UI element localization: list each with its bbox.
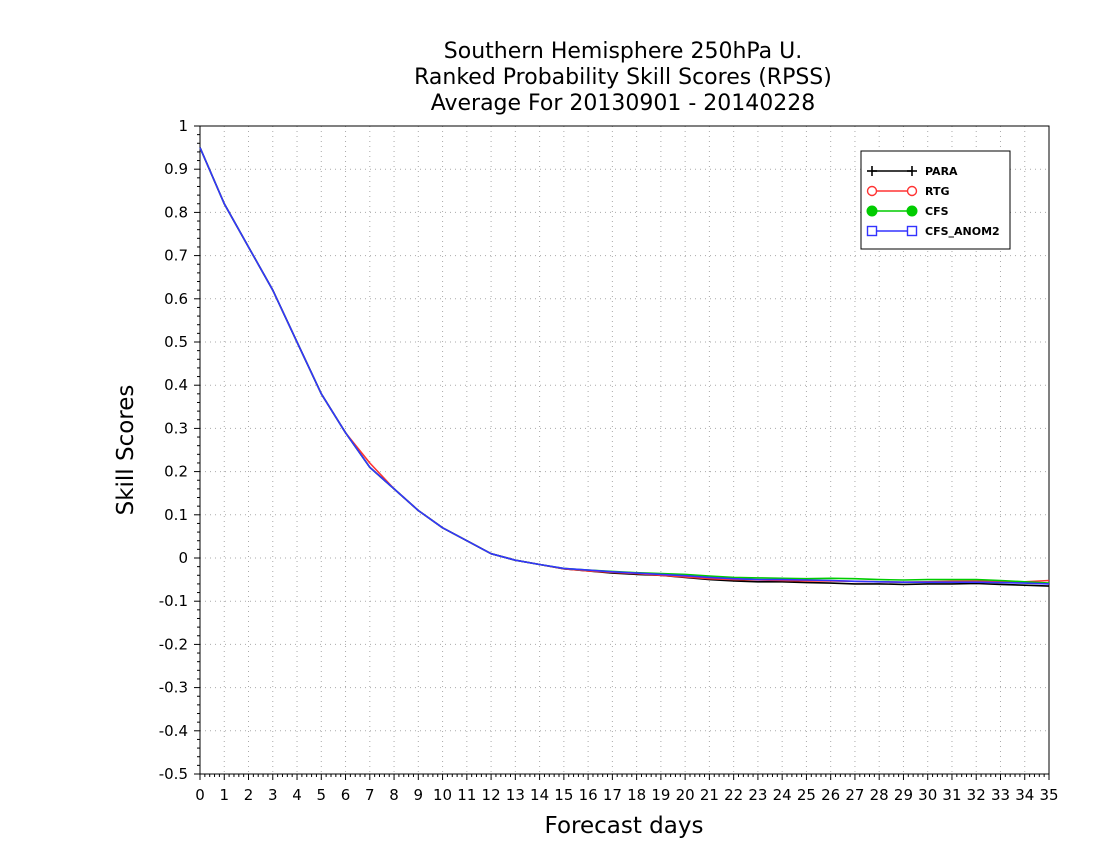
- x-tick-label: 2: [244, 786, 254, 804]
- title-line-2: Ranked Probability Skill Scores (RPSS): [414, 65, 832, 90]
- x-tick-label: 0: [195, 786, 205, 804]
- y-tick-label: 0.4: [164, 376, 188, 394]
- legend-marker-cfs-anom2: [866, 225, 878, 237]
- x-tick-label: 8: [389, 786, 399, 804]
- x-tick-label: 24: [773, 786, 792, 804]
- chart-title: Southern Hemisphere 250hPa U. Ranked Pro…: [414, 39, 832, 116]
- series-lines: [199, 147, 1050, 587]
- x-tick-label: 28: [870, 786, 889, 804]
- x-tick-label: 6: [341, 786, 351, 804]
- legend-label-para: PARA: [925, 165, 958, 178]
- x-tick-label: 14: [530, 786, 549, 804]
- y-tick-label: 0.1: [164, 506, 188, 524]
- y-axis-title: Skill Scores: [113, 385, 139, 516]
- y-tick-label: 0.7: [164, 247, 188, 265]
- legend-marker-cfs: [906, 205, 918, 217]
- y-axis: 1 0.9 0.8 0.7 0.6 0.5 0.4 0.3 0.2 0.1 0 -0.1 -0.2 -0.…: [159, 117, 200, 783]
- x-axis-title: Forecast days: [545, 813, 704, 839]
- x-tick-label: 27: [845, 786, 864, 804]
- y-tick-label: 0: [178, 549, 188, 567]
- y-tick-label: -0.5: [159, 765, 188, 783]
- x-tick-label: 26: [821, 786, 840, 804]
- y-tick-label: 0.9: [164, 160, 188, 178]
- legend-box: [860, 150, 1011, 250]
- x-tick-label: 19: [651, 786, 670, 804]
- x-tick-label: 12: [482, 786, 501, 804]
- y-tick-label: -0.2: [159, 635, 188, 653]
- x-tick-label: 1: [219, 786, 229, 804]
- x-tick-label: 16: [579, 786, 598, 804]
- x-tick-label: 20: [676, 786, 695, 804]
- x-tick-label: 13: [506, 786, 525, 804]
- x-tick-label: 17: [603, 786, 622, 804]
- x-tick-label: 31: [942, 786, 961, 804]
- x-tick-label: 30: [918, 786, 937, 804]
- y-tick-label: 0.2: [164, 463, 188, 481]
- x-tick-label: 21: [700, 786, 719, 804]
- x-tick-label: 9: [414, 786, 424, 804]
- plot-area-frame: [199, 125, 1050, 775]
- legend-marker-cfs: [866, 205, 878, 217]
- x-tick-label: 34: [1015, 786, 1034, 804]
- y-tick-label: 0.6: [164, 290, 188, 308]
- y-tick-label: 0.8: [164, 203, 188, 221]
- y-tick-label: -0.1: [159, 592, 188, 610]
- legend-marker-rtg: [906, 185, 918, 197]
- x-tick-label: 35: [1039, 786, 1058, 804]
- legend: PARA RTG CFS CFS_ANOM2: [860, 150, 1011, 250]
- x-tick-label: 25: [797, 786, 816, 804]
- x-tick-label: 22: [724, 786, 743, 804]
- x-axis: 0 1 2 3 4 5 6 7 8 9 10 11 12 13 14 15 16 17 18 19 20 21 22 23 24…: [195, 774, 1059, 804]
- x-tick-label: 23: [748, 786, 767, 804]
- x-tick-label: 10: [433, 786, 452, 804]
- legend-marker-rtg: [866, 185, 878, 197]
- x-tick-label: 18: [627, 786, 646, 804]
- x-tick-label: 33: [991, 786, 1010, 804]
- legend-marker-cfs-anom2: [906, 225, 918, 237]
- series-line-cfs-anom2: [199, 147, 1050, 585]
- x-tick-label: 7: [365, 786, 375, 804]
- legend-label-cfs-anom2: CFS_ANOM2: [925, 225, 1000, 238]
- x-tick-label: 29: [894, 786, 913, 804]
- title-line-3: Average For 20130901 - 20140228: [431, 91, 816, 116]
- x-tick-label: 15: [554, 786, 573, 804]
- x-tick-label: 3: [268, 786, 278, 804]
- y-tick-label: 0.5: [164, 333, 188, 351]
- legend-label-rtg: RTG: [925, 185, 950, 198]
- y-tick-label: -0.3: [159, 679, 188, 697]
- y-tick-label: -0.4: [159, 722, 188, 740]
- x-tick-label: 32: [967, 786, 986, 804]
- grid-lines: [200, 126, 1049, 774]
- y-tick-label: 0.3: [164, 419, 188, 437]
- x-tick-label: 4: [292, 786, 302, 804]
- title-line-1: Southern Hemisphere 250hPa U.: [444, 39, 802, 64]
- y-tick-label: 1: [178, 117, 188, 135]
- x-tick-label: 5: [317, 786, 327, 804]
- x-tick-label: 11: [457, 786, 476, 804]
- legend-label-cfs: CFS: [925, 205, 949, 218]
